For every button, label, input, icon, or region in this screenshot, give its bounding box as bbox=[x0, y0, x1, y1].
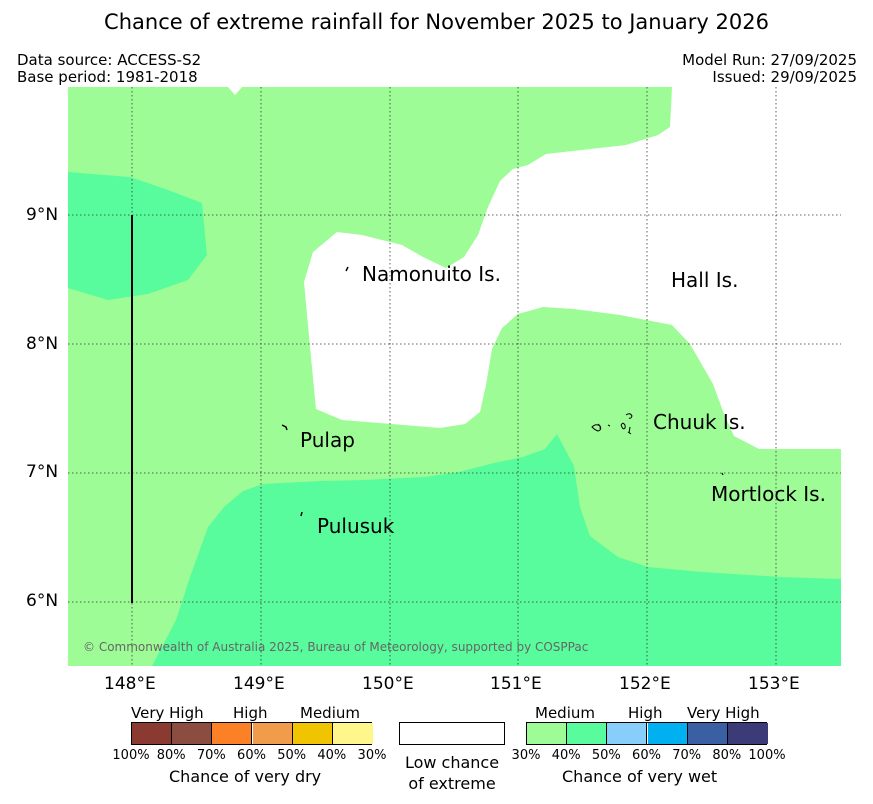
wet-tick-label: 80% bbox=[712, 748, 742, 763]
dry-caption: Chance of very dry bbox=[169, 767, 322, 786]
dry-head-very-high: Very High bbox=[131, 704, 204, 722]
rainfall-map bbox=[68, 87, 841, 666]
dry-tick-label: 40% bbox=[317, 748, 347, 763]
dry-head-high: High bbox=[233, 704, 268, 722]
low-chance-swatch bbox=[399, 722, 505, 745]
lon-tick-152e: 152°E bbox=[619, 674, 671, 694]
wet-head-high: High bbox=[628, 704, 663, 722]
dry-swatch bbox=[172, 723, 213, 744]
pulusuk-island-shape bbox=[300, 511, 303, 517]
label-namonuito: Namonuito Is. bbox=[362, 262, 501, 286]
dry-swatch bbox=[252, 723, 293, 744]
dry-tick-label: 70% bbox=[196, 748, 226, 763]
wet-tick-label: 70% bbox=[672, 748, 702, 763]
issued-date: Issued: 29/09/2025 bbox=[712, 68, 857, 86]
wet-high-region-south bbox=[152, 434, 841, 666]
low-chance-notch bbox=[228, 87, 242, 95]
lon-tick-148e: 148°E bbox=[104, 674, 156, 694]
dry-tick-label: 100% bbox=[112, 748, 150, 763]
mortlock-island-shape bbox=[721, 472, 724, 476]
base-period: Base period: 1981-2018 bbox=[17, 68, 198, 86]
dry-head-medium: Medium bbox=[300, 704, 360, 722]
wet-swatch bbox=[647, 723, 688, 744]
label-hall: Hall Is. bbox=[671, 268, 739, 292]
lat-tick-9n: 9°N bbox=[26, 205, 59, 225]
dry-tick-label: 80% bbox=[156, 748, 186, 763]
wet-caption: Chance of very wet bbox=[562, 767, 718, 786]
dry-swatch bbox=[292, 723, 333, 744]
lon-tick-149e: 149°E bbox=[233, 674, 285, 694]
lon-tick-153e: 153°E bbox=[748, 674, 800, 694]
wet-tick-label: 60% bbox=[632, 748, 661, 763]
label-mortlock: Mortlock Is. bbox=[711, 482, 826, 506]
namonuito-island-shape bbox=[345, 266, 349, 272]
low-chance-region bbox=[304, 87, 841, 449]
wet-high-region-northwest bbox=[68, 172, 207, 300]
model-run: Model Run: 27/09/2025 bbox=[682, 51, 857, 69]
label-pulusuk: Pulusuk bbox=[317, 514, 395, 538]
wet-swatch bbox=[527, 723, 568, 744]
wet-swatch bbox=[687, 723, 728, 744]
low-chance-line1: Low chance bbox=[404, 753, 500, 772]
wet-colorbar bbox=[526, 722, 768, 745]
lat-tick-6n: 6°N bbox=[26, 591, 59, 611]
dry-tick-label: 50% bbox=[277, 748, 307, 763]
wet-head-medium: Medium bbox=[535, 704, 595, 722]
dry-swatch bbox=[212, 723, 253, 744]
dry-tick-label: 60% bbox=[237, 748, 266, 763]
dry-swatch bbox=[132, 723, 173, 744]
dry-tick-label: 30% bbox=[357, 748, 387, 763]
chuuk-lagoon-shape bbox=[591, 413, 633, 435]
label-chuuk: Chuuk Is. bbox=[653, 410, 746, 434]
map-title: Chance of extreme rainfall for November … bbox=[104, 10, 769, 34]
graticule bbox=[68, 87, 841, 666]
map-panel[interactable]: © Commonwealth of Australia 2025, Bureau… bbox=[68, 87, 841, 666]
wet-tick-label: 100% bbox=[748, 748, 786, 763]
dry-colorbar bbox=[131, 722, 373, 745]
wet-swatch bbox=[567, 723, 608, 744]
lat-tick-7n: 7°N bbox=[26, 462, 59, 482]
lon-tick-151e: 151°E bbox=[490, 674, 542, 694]
wet-tick-label: 30% bbox=[511, 748, 541, 763]
wet-tick-label: 50% bbox=[591, 748, 621, 763]
lat-tick-8n: 8°N bbox=[26, 334, 59, 354]
wet-swatch bbox=[727, 723, 768, 744]
low-chance-line2: of extreme bbox=[408, 774, 496, 793]
pulap-island-shape bbox=[281, 424, 288, 431]
wet-head-very-high: Very High bbox=[687, 704, 760, 722]
label-pulap: Pulap bbox=[300, 428, 355, 452]
lon-tick-150e: 150°E bbox=[362, 674, 414, 694]
dry-swatch bbox=[332, 723, 373, 744]
wet-tick-label: 40% bbox=[551, 748, 581, 763]
data-source: Data source: ACCESS-S2 bbox=[17, 51, 202, 69]
wet-swatch bbox=[607, 723, 648, 744]
copyright-note: © Commonwealth of Australia 2025, Bureau… bbox=[83, 640, 589, 654]
